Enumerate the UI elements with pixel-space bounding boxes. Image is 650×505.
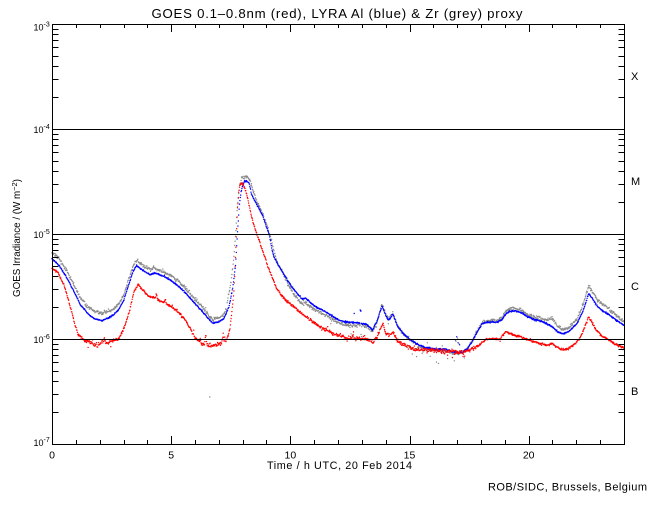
svg-text:10-3: 10-3 <box>34 22 50 33</box>
svg-text:0: 0 <box>49 450 55 462</box>
svg-text:20: 20 <box>523 450 535 462</box>
svg-text:GOES Irradiance / (W m−2): GOES Irradiance / (W m−2) <box>10 179 23 297</box>
svg-text:C: C <box>631 281 639 293</box>
svg-text:ROB/SIDC, Brussels, Belgium: ROB/SIDC, Brussels, Belgium <box>488 482 647 494</box>
svg-text:B: B <box>631 386 638 398</box>
svg-text:10-7: 10-7 <box>34 437 50 448</box>
svg-text:10: 10 <box>284 450 296 462</box>
svg-text:10-5: 10-5 <box>34 229 50 240</box>
svg-text:5: 5 <box>168 450 174 462</box>
svg-text:10-6: 10-6 <box>34 334 50 345</box>
svg-text:X: X <box>631 71 639 83</box>
svg-text:M: M <box>631 176 640 188</box>
svg-text:15: 15 <box>404 450 416 462</box>
svg-text:GOES 0.1–0.8nm (red), LYRA Al: GOES 0.1–0.8nm (red), LYRA Al (blue) & Z… <box>152 6 523 21</box>
svg-text:10-4: 10-4 <box>34 124 50 135</box>
svg-text:Time / h UTC, 20 Feb 2014: Time / h UTC, 20 Feb 2014 <box>267 460 412 472</box>
